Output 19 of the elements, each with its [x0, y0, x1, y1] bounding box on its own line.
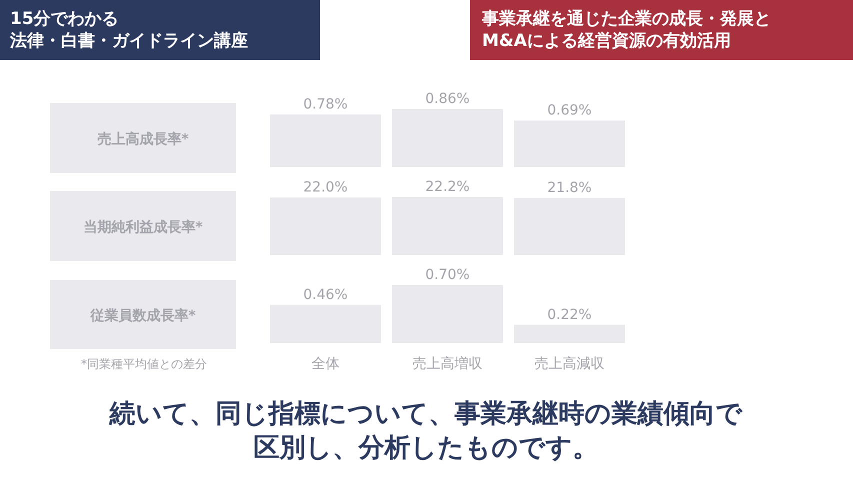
text: 続いて、同じ指標について、事業承継時の業績傾向で区別し、分析したものです。	[108, 399, 744, 463]
data-label: 0.69%	[547, 102, 592, 118]
data-label: 21.8%	[547, 180, 592, 196]
text: 事業承継を通じた企業の成長・発展とM&Aによる経営資源の有効活用	[481, 9, 771, 52]
data-label: 22.2%	[425, 179, 470, 195]
data-label: 0.78%	[303, 96, 348, 112]
data-label: 0.86%	[425, 91, 470, 107]
x-tick-label: 売上高増収	[412, 355, 482, 372]
data-label: 0.46%	[303, 286, 348, 303]
x-tick-label: 売上高減収	[534, 356, 604, 372]
x-tick-label: 全体	[312, 356, 340, 372]
text: *同業種平均値との差分	[81, 357, 207, 371]
text: 売上高成長率*	[97, 130, 190, 148]
data-label: 0.70%	[425, 267, 470, 283]
text: 当期純利益成長率*	[83, 218, 204, 236]
data-label: 0.22%	[547, 306, 592, 323]
data-label: 22.0%	[303, 180, 348, 196]
text: 15分でわかる法律・白書・ガイドライン講座	[9, 9, 248, 52]
text: 従業員数成長率*	[89, 307, 196, 324]
